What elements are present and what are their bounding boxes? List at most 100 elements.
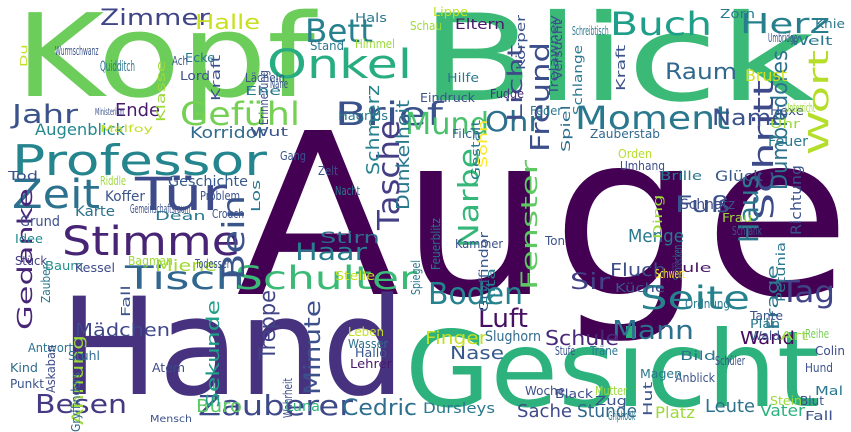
word-cloud-word: Zauberstab xyxy=(590,127,661,141)
word-cloud-word: Askaban xyxy=(44,344,58,393)
word-cloud-word: Kessel xyxy=(75,261,115,275)
word-cloud-word: Korridor xyxy=(190,123,265,142)
word-cloud-word: Brille xyxy=(660,169,703,183)
word-cloud-word: Hagrids xyxy=(338,109,389,123)
word-cloud-word: Zelt xyxy=(318,164,339,178)
word-cloud-word: Büro xyxy=(196,396,243,417)
word-cloud-word: Zimmer xyxy=(100,6,210,31)
word-cloud-word: Stück xyxy=(15,254,48,268)
word-cloud-word: Hand xyxy=(60,269,406,426)
word-cloud-word: Versucht xyxy=(551,20,565,80)
word-cloud-word: Blut xyxy=(800,394,825,408)
word-cloud-word: Hund xyxy=(805,361,834,375)
word-cloud-word: Besen xyxy=(35,390,128,420)
word-cloud-word: Gesicht xyxy=(405,309,821,431)
word-cloud-word: Idee xyxy=(15,232,43,246)
word-cloud-word: Hexe xyxy=(770,104,805,118)
word-cloud-word: Tag xyxy=(780,275,836,310)
word-cloud-word: Crouch xyxy=(212,207,245,221)
word-cloud-word: Stelle xyxy=(335,269,376,283)
word-cloud-word: Stuhl xyxy=(68,349,101,363)
word-cloud-word: Seite xyxy=(640,279,750,317)
word-cloud-word: Jahr xyxy=(12,100,79,130)
word-cloud-word: Professor xyxy=(12,136,268,185)
word-cloud-word: Bagman xyxy=(128,254,174,268)
word-cloud-word: Spiegel xyxy=(409,259,423,295)
word-cloud-word: Mädchen xyxy=(75,320,171,341)
word-cloud-word: Colin xyxy=(815,344,846,358)
word-cloud-word: Punkt xyxy=(10,377,45,391)
word-cloud-word: Nähe xyxy=(270,77,289,91)
word-cloud-word: Schwert xyxy=(655,267,685,281)
word-cloud-word: Träne xyxy=(590,344,619,358)
word-cloud-word: Kopf xyxy=(15,0,316,124)
word-cloud-word: Leben xyxy=(348,325,385,339)
word-cloud-word: Haar xyxy=(295,238,367,266)
word-cloud-word: Fall xyxy=(119,284,133,317)
word-cloud-word: Lächeln xyxy=(245,71,286,85)
word-cloud-word: Name xyxy=(712,106,788,131)
word-cloud-word: Stein xyxy=(770,394,803,408)
word-cloud-word: Filch xyxy=(452,127,481,141)
word-cloud-word: Todesser xyxy=(195,257,230,271)
word-cloud-word: Geschichte xyxy=(168,174,249,190)
word-cloud-word: Schule xyxy=(545,326,620,350)
word-cloud-word: Riddle xyxy=(100,174,127,188)
word-cloud-word: Feder xyxy=(530,104,562,118)
word-cloud-word: Wut xyxy=(250,125,288,139)
word-cloud-word: Luft xyxy=(478,304,529,334)
word-cloud-word: Tod xyxy=(8,169,38,183)
word-cloud-word: Reihe xyxy=(805,327,830,341)
word-cloud-word: Vater xyxy=(760,401,805,420)
word-cloud-word: Richtung xyxy=(789,164,805,235)
word-cloud-word: Tante xyxy=(750,309,783,323)
word-cloud-word: Fluch xyxy=(610,260,667,281)
word-cloud-word: Hut xyxy=(641,381,655,417)
word-cloud-word: Griphook xyxy=(608,409,636,423)
word-cloud-word: Hallo xyxy=(355,346,388,360)
word-cloud-word: Schulter xyxy=(235,259,417,297)
word-cloud-word: Feuer xyxy=(768,134,809,150)
word-cloud-word: Mensch xyxy=(150,414,193,425)
word-cloud-word: Los xyxy=(249,179,263,213)
word-cloud-word: Herz xyxy=(740,7,831,40)
word-cloud-word: Boden xyxy=(428,277,524,312)
word-cloud-word: Stirn xyxy=(320,228,380,247)
word-cloud-word: Wand xyxy=(740,328,796,349)
word-cloud-word: Nacht xyxy=(335,184,361,198)
word-cloud-word: Black xyxy=(555,387,594,401)
word-cloud-word: Augenblick xyxy=(35,120,126,139)
word-cloud-word: Finger xyxy=(425,328,488,349)
word-cloud-word: Orden xyxy=(618,147,653,161)
word-cloud-word: Mal xyxy=(815,384,844,398)
word-cloud-word: Wasser xyxy=(348,337,389,351)
word-cloud-word: Petunia xyxy=(774,241,788,302)
word-cloud-word: Buch xyxy=(610,5,712,43)
word-cloud-word: Lord xyxy=(180,69,210,83)
word-cloud-word: Fuß xyxy=(675,193,731,218)
word-cloud-word: Schrank xyxy=(732,224,763,238)
word-cloud-word: Antwort xyxy=(28,341,74,355)
word-cloud-word: Schreibtisch xyxy=(572,24,609,38)
word-cloud-word: Küche xyxy=(615,281,666,295)
word-cloud-word: Hals xyxy=(355,11,388,25)
word-cloud-word: Fall xyxy=(805,409,834,423)
word-cloud-word: Sekunde xyxy=(203,299,224,408)
word-cloud-word: Ohr xyxy=(485,105,541,138)
word-cloud-word: Zorn xyxy=(720,7,755,21)
word-cloud-word: Schlange xyxy=(571,44,585,115)
word-cloud-word: Umbridge xyxy=(768,31,798,45)
word-cloud-word: Art xyxy=(780,329,809,343)
word-cloud-word: Bild xyxy=(680,349,717,363)
word-cloud-word: Frau xyxy=(722,211,752,225)
word-cloud-word: Stufe xyxy=(555,344,576,358)
word-cloud-word: Stimme xyxy=(62,219,241,265)
word-cloud-word: Anblick xyxy=(675,371,716,385)
word-cloud-word: Dursleys xyxy=(423,401,496,417)
word-cloud-word: Eltern xyxy=(455,17,506,33)
word-cloud-word: Onkel xyxy=(267,42,412,88)
word-cloud-word: Dunkelheit xyxy=(393,99,414,210)
word-cloud-word: Zauberer xyxy=(198,389,354,422)
word-cloud-word: Hilfe xyxy=(447,71,480,85)
